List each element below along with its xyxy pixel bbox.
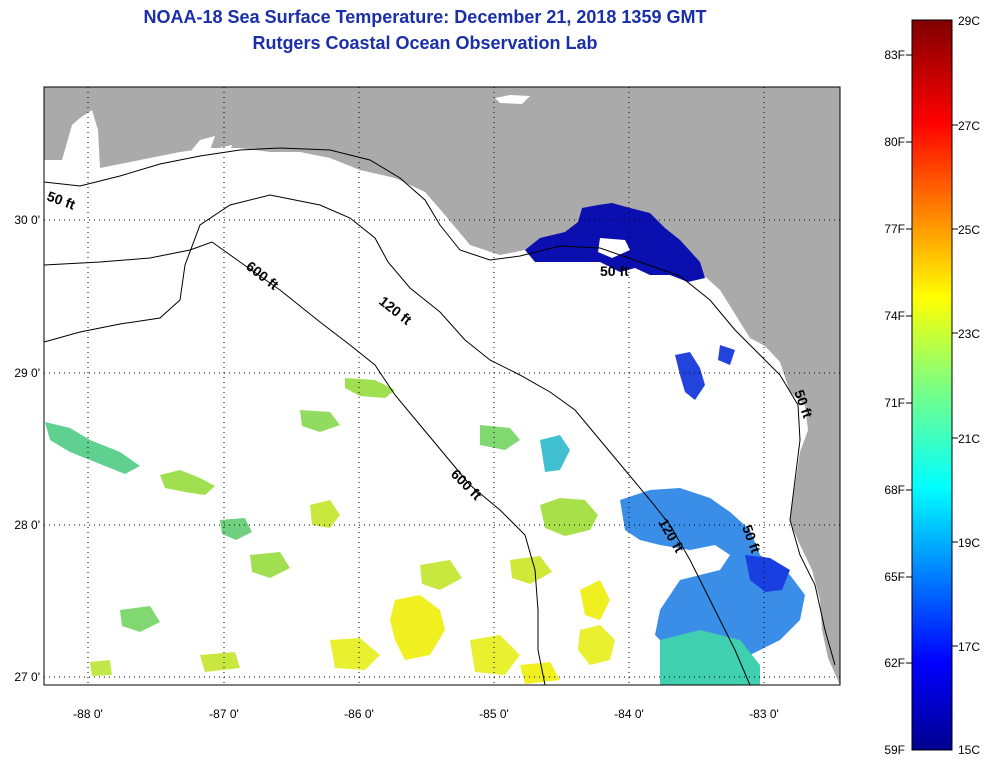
lat-label: 28 0'	[14, 518, 40, 532]
lat-label: 27 0'	[14, 670, 40, 684]
map-subtitle: Rutgers Coastal Ocean Observation Lab	[252, 33, 598, 53]
colorbar-fahrenheit-label: 65F	[884, 570, 905, 584]
colorbar-fahrenheit-label: 83F	[884, 48, 905, 62]
lat-label: 29 0'	[14, 366, 40, 380]
ocean-area	[44, 110, 840, 685]
map-frame	[43, 86, 841, 686]
lat-label: 30 0'	[14, 213, 40, 227]
lon-label: -86 0'	[344, 707, 374, 721]
colorbar-celsius-label: 19C	[958, 536, 980, 550]
lon-label: -83 0'	[749, 707, 779, 721]
colorbar-fahrenheit-label: 68F	[884, 483, 905, 497]
colorbar-fahrenheit-label: 74F	[884, 309, 905, 323]
colorbar-fahrenheit-label: 71F	[884, 396, 905, 410]
lon-label: -88 0'	[73, 707, 103, 721]
bathymetry-contours	[44, 147, 836, 685]
colorbar-celsius-label: 21C	[958, 432, 980, 446]
colorbar-fahrenheit-label: 62F	[884, 656, 905, 670]
map-title: NOAA-18 Sea Surface Temperature: Decembe…	[143, 7, 707, 27]
sst-patches	[45, 203, 805, 685]
lon-label: -85 0'	[479, 707, 509, 721]
colorbar-celsius-label: 15C	[958, 743, 980, 757]
colorbar-fahrenheit-label: 80F	[884, 135, 905, 149]
contour-label: 50 ft	[600, 263, 629, 279]
lon-label: -87 0'	[209, 707, 239, 721]
colorbar-celsius-label: 27C	[958, 119, 980, 133]
colorbar-celsius-label: 25C	[958, 223, 980, 237]
colorbar-celsius-label: 17C	[958, 640, 980, 654]
colorbar-fahrenheit-label: 59F	[884, 743, 905, 757]
lon-label: -84 0'	[614, 707, 644, 721]
colorbar-ticks	[906, 54, 958, 664]
colorbar-fahrenheit-label: 77F	[884, 222, 905, 236]
colorbar	[911, 19, 953, 751]
bay-feature	[185, 136, 232, 160]
colorbar-celsius-label: 29C	[958, 14, 980, 28]
lake-feature	[495, 95, 530, 104]
colorbar-celsius-label: 23C	[958, 327, 980, 341]
